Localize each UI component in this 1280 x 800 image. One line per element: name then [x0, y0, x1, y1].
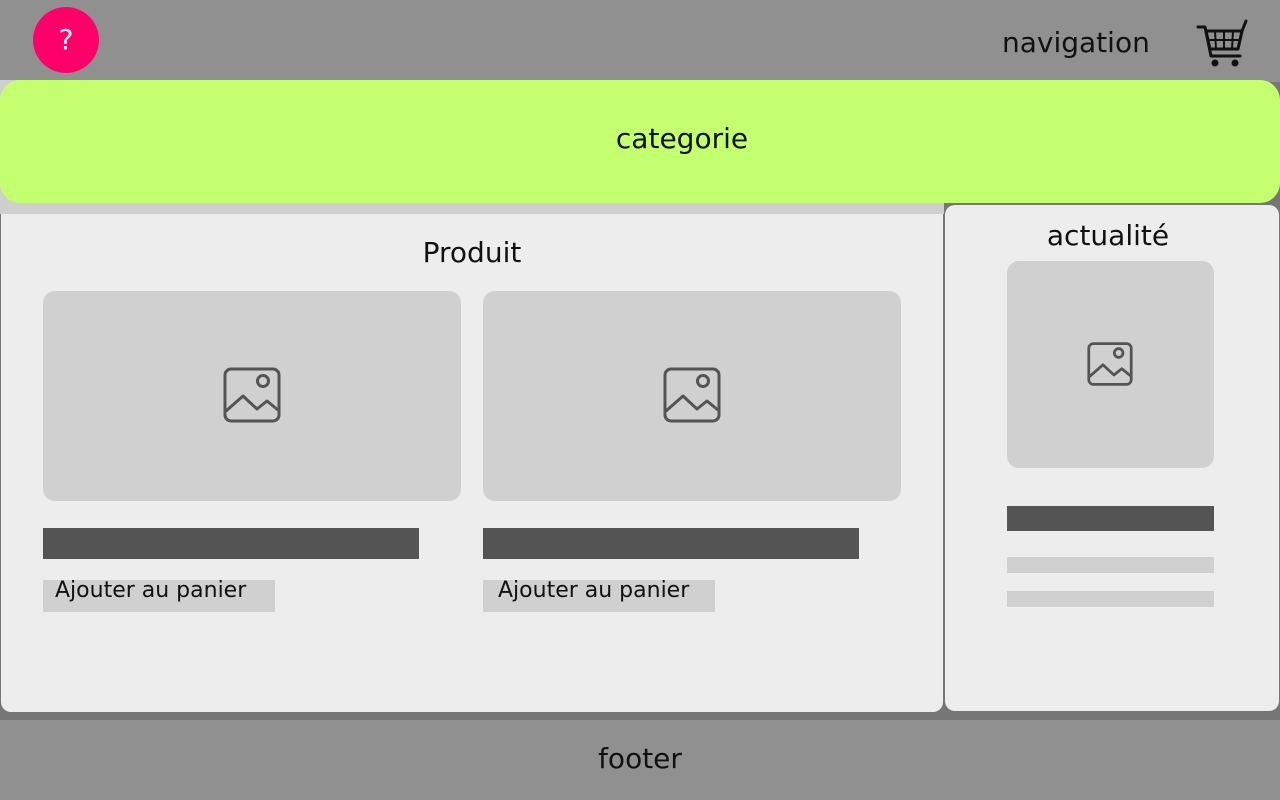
image-placeholder-icon	[1087, 342, 1133, 386]
image-placeholder-icon	[223, 367, 281, 423]
category-label: categorie	[615, 122, 749, 155]
news-panel: actualité	[945, 205, 1279, 711]
help-button[interactable]: ?	[33, 7, 99, 73]
product-section-title: Produit	[422, 236, 522, 269]
product-panel: Produit Ajouter au panier Ajouter au pan…	[1, 214, 943, 712]
navigation-link[interactable]: navigation	[1002, 26, 1150, 59]
add-to-cart-button[interactable]: Ajouter au panier	[483, 580, 715, 612]
header: ? navigation	[0, 0, 1280, 82]
news-section-title: actualité	[1046, 219, 1170, 252]
news-text-placeholder	[1007, 591, 1214, 607]
add-to-cart-button[interactable]: Ajouter au panier	[43, 580, 275, 612]
product-image[interactable]	[43, 291, 461, 501]
news-headline-placeholder	[1007, 506, 1214, 531]
product-name-placeholder	[43, 528, 419, 559]
product-image[interactable]	[483, 291, 901, 501]
image-placeholder-icon	[663, 367, 721, 423]
news-image[interactable]	[1007, 261, 1214, 468]
news-text-placeholder	[1007, 557, 1214, 573]
category-bar[interactable]: categorie	[0, 80, 1280, 203]
shopping-cart-icon[interactable]	[1196, 18, 1250, 68]
footer: footer	[0, 720, 1280, 800]
footer-label: footer	[598, 742, 682, 775]
product-name-placeholder	[483, 528, 859, 559]
